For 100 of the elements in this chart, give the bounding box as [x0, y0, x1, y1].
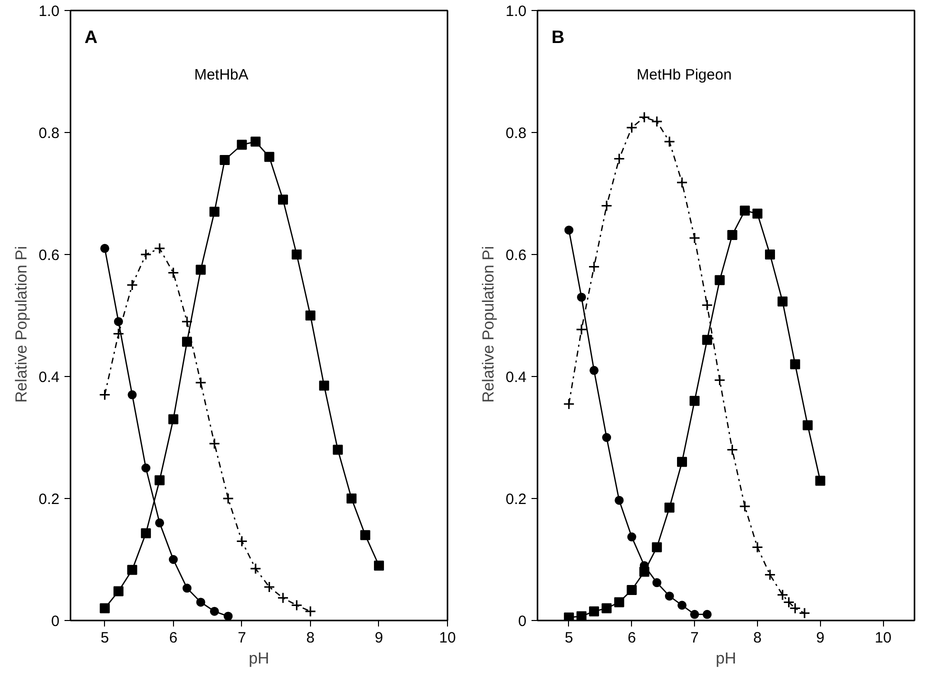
point [126, 279, 138, 291]
y-tick-label: 1.0 [38, 3, 60, 20]
point [638, 112, 650, 123]
x-tick-label: 10 [874, 630, 892, 646]
point [564, 226, 574, 235]
annotation: A [84, 27, 98, 48]
point [292, 250, 302, 260]
point [576, 324, 588, 336]
y-tick-label: 0 [51, 613, 60, 630]
point [602, 603, 612, 614]
x-tick-label: 5 [564, 630, 574, 646]
point [196, 598, 206, 607]
point [114, 317, 123, 326]
x-tick-label: 8 [306, 630, 315, 646]
point [304, 606, 316, 618]
point [564, 612, 574, 620]
point [726, 444, 738, 456]
point [264, 581, 276, 593]
point [752, 542, 764, 554]
y-tick-label: 0.6 [506, 247, 527, 264]
point [778, 296, 788, 306]
point [264, 152, 274, 162]
point [576, 611, 586, 620]
point [563, 398, 575, 410]
point [360, 530, 370, 540]
x-tick-label: 7 [690, 630, 699, 646]
point [590, 366, 599, 375]
point [752, 208, 762, 219]
x-tick-label: 5 [100, 630, 109, 646]
point [802, 420, 813, 430]
point [702, 610, 712, 619]
point [209, 206, 220, 217]
y-tick-label: 0.2 [506, 491, 527, 508]
point [194, 376, 206, 388]
point [626, 122, 638, 134]
point [290, 600, 302, 611]
annotation: B [552, 27, 564, 48]
y-axis-title: Relative Population Pi [480, 246, 498, 403]
point [739, 500, 751, 512]
point [141, 464, 150, 472]
point [155, 518, 164, 528]
point [740, 206, 750, 216]
y-tick-label: 1.0 [506, 3, 527, 20]
point [690, 610, 700, 619]
x-tick-label: 6 [628, 630, 636, 646]
point [690, 396, 700, 406]
annotation: MetHb Pigeon [636, 66, 732, 84]
point [236, 535, 248, 547]
point [714, 374, 726, 386]
point [127, 564, 138, 575]
point [140, 528, 151, 538]
point [714, 275, 725, 286]
point [613, 152, 625, 164]
point [99, 389, 111, 401]
point [222, 492, 234, 504]
y-tick-label: 0.4 [38, 369, 60, 386]
y-axis-title: Relative Population Pi [14, 246, 31, 403]
point [688, 232, 700, 244]
point [664, 136, 676, 148]
point [140, 248, 152, 260]
point [576, 292, 586, 302]
x-tick-label: 10 [439, 630, 456, 646]
point [100, 603, 110, 614]
point [332, 444, 343, 455]
point [100, 244, 110, 253]
x-tick-label: 9 [816, 630, 824, 646]
x-tick-label: 8 [753, 630, 762, 646]
annotation: MetHbA [194, 66, 248, 84]
y-tick-label: 0.8 [38, 125, 60, 142]
point [614, 597, 624, 608]
x-axis-title: pH [248, 650, 270, 668]
point [776, 589, 788, 601]
y-tick-label: 0.6 [38, 247, 60, 264]
y-tick-label: 0.8 [506, 125, 527, 142]
point [182, 336, 192, 347]
point [168, 414, 178, 424]
x-tick-label: 6 [169, 630, 178, 646]
point [210, 606, 219, 616]
point [305, 310, 316, 320]
point [250, 562, 262, 574]
point [639, 566, 650, 577]
point [208, 438, 220, 450]
point [678, 600, 687, 610]
point [764, 250, 775, 260]
point [652, 578, 662, 588]
x-axis-title: pH [716, 650, 736, 668]
point [614, 496, 624, 505]
point [220, 154, 230, 165]
point [168, 267, 180, 279]
x-tick-label: 9 [374, 630, 384, 646]
point [652, 542, 662, 552]
point [182, 584, 192, 593]
point [374, 560, 384, 571]
point [789, 602, 801, 614]
y-tick-label: 0.4 [506, 369, 527, 386]
point [764, 569, 776, 580]
point [815, 476, 826, 486]
point [236, 140, 247, 150]
point [677, 456, 688, 467]
point [346, 494, 357, 504]
